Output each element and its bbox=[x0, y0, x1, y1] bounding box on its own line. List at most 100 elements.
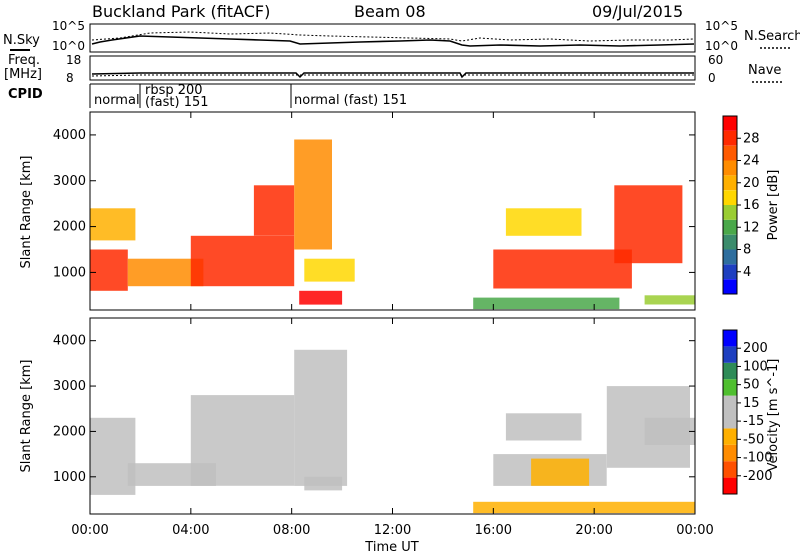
heatmap-region-1 bbox=[90, 208, 136, 241]
heatmap-region-0 bbox=[90, 249, 128, 291]
noise-panel: N.Sky 10^5 10^0 10^5 10^0 N.Search bbox=[3, 19, 800, 53]
heatmap-region-12 bbox=[644, 295, 695, 305]
colorbar-tick-label: -100 bbox=[743, 451, 773, 466]
colorbar-tick-label: -200 bbox=[743, 469, 773, 484]
heatmap-region-3 bbox=[294, 349, 348, 486]
cpid-panel: CPID normal rbsp 200 (fast) 151 normal (… bbox=[8, 83, 695, 110]
date-label: 09/Jul/2015 bbox=[592, 2, 683, 21]
freq-trace bbox=[91, 72, 694, 79]
colorbar-tick-label: 4 bbox=[743, 265, 751, 280]
x-tick-label: 00:00 bbox=[676, 523, 713, 538]
colorbar-block bbox=[723, 461, 737, 478]
nsky-tick-top: 10^5 bbox=[52, 19, 85, 33]
x-tick-label: 08:00 bbox=[273, 523, 310, 538]
velocity-colorbar-label: Velocity [m s^-1] bbox=[766, 359, 781, 472]
power-panel: 1000 2000 3000 4000 Slant Range [km] bbox=[19, 111, 696, 311]
colorbar-block bbox=[723, 145, 737, 161]
power-ylabel: Slant Range [km] bbox=[19, 156, 34, 269]
heatmap-region-9 bbox=[493, 249, 632, 289]
cpid-segment-fast: (fast) 151 bbox=[145, 95, 209, 110]
beam-label: Beam 08 bbox=[354, 2, 426, 21]
colorbar-block bbox=[723, 130, 737, 146]
cpid-segment-normal: normal bbox=[94, 93, 140, 108]
colorbar-block bbox=[723, 428, 737, 445]
heatmap-region-7 bbox=[531, 458, 590, 486]
heatmap-region-4 bbox=[253, 185, 295, 236]
x-tick-label: 00:00 bbox=[71, 523, 108, 538]
nave-tick-top: 60 bbox=[708, 53, 723, 67]
freq-panel-frame bbox=[89, 55, 696, 81]
colorbar-block bbox=[723, 234, 737, 250]
nsky-trace bbox=[91, 35, 695, 47]
nsearch-trace bbox=[91, 31, 695, 42]
chart-title: Buckland Park (fitACF) bbox=[92, 2, 270, 21]
y-tick-label: 3000 bbox=[53, 174, 86, 189]
colorbar-tick-label: 20 bbox=[743, 176, 760, 191]
colorbar-block bbox=[723, 219, 737, 235]
colorbar-tick-label: 50 bbox=[743, 378, 760, 393]
freq-label-line2: [MHz] bbox=[4, 67, 42, 82]
freq-tick-bottom: 8 bbox=[66, 71, 74, 85]
x-tick-label: 16:00 bbox=[475, 523, 512, 538]
x-tick-label: 04:00 bbox=[172, 523, 209, 538]
colorbar-tick-label: 200 bbox=[743, 341, 768, 356]
y-tick-label: 2000 bbox=[53, 424, 86, 439]
colorbar-block bbox=[723, 412, 737, 429]
heatmap-region-10 bbox=[505, 208, 582, 236]
velocity-ylabel: Slant Range [km] bbox=[19, 360, 34, 473]
velocity-heatmap bbox=[90, 349, 695, 514]
nsearch-tick-top: 10^5 bbox=[705, 19, 738, 33]
nsky-tick-bottom: 10^0 bbox=[52, 39, 85, 53]
colorbar-tick-label: 16 bbox=[743, 198, 760, 213]
power-y-ticks: 1000 2000 3000 4000 bbox=[53, 128, 695, 280]
heatmap-region-6 bbox=[299, 290, 343, 305]
colorbar-tick-label: 24 bbox=[743, 154, 760, 169]
y-tick-label: 1000 bbox=[53, 470, 86, 485]
power-heatmap bbox=[90, 139, 695, 310]
x-tick-label: 12:00 bbox=[374, 523, 411, 538]
colorbar-tick-label: 8 bbox=[743, 243, 751, 258]
colorbar-block bbox=[723, 279, 737, 294]
y-tick-label: 1000 bbox=[53, 265, 86, 280]
colorbar-block bbox=[723, 330, 737, 347]
colorbar-block bbox=[723, 205, 737, 220]
nsearch-label: N.Search bbox=[744, 29, 800, 44]
colorbar-block bbox=[723, 346, 737, 363]
colorbar-block bbox=[723, 249, 737, 265]
velocity-colorbar: -200 -100 -50 -15 15 50 100 200 Velocity [m s^-… bbox=[722, 329, 781, 495]
colorbar-block bbox=[723, 264, 737, 280]
heatmap-region-7 bbox=[304, 258, 355, 282]
y-tick-label: 4000 bbox=[53, 128, 86, 143]
velocity-panel: 1000 2000 3000 4000 Slant Range [km] bbox=[19, 317, 696, 515]
y-tick-label: 3000 bbox=[53, 379, 86, 394]
velocity-colorbar-frame bbox=[722, 329, 738, 495]
colorbar-block bbox=[723, 379, 737, 396]
nave-label: Nave bbox=[748, 63, 781, 78]
x-axis-label: Time UT bbox=[364, 540, 418, 554]
colorbar-block bbox=[723, 477, 737, 494]
heatmap-region-5 bbox=[294, 139, 332, 250]
freq-panel: Freq. [MHz] 18 8 60 0 Nave bbox=[4, 53, 782, 85]
velocity-colorbar-blocks bbox=[723, 330, 737, 494]
colorbar-tick-label: -50 bbox=[743, 432, 764, 447]
heatmap-region-2 bbox=[190, 395, 295, 486]
colorbar-block bbox=[723, 395, 737, 412]
nave-tick-bottom: 0 bbox=[708, 71, 716, 85]
heatmap-region-5 bbox=[473, 501, 695, 514]
velocity-colorbar-ticks: -200 -100 -50 -15 15 50 100 200 bbox=[737, 341, 773, 484]
heatmap-region-2 bbox=[127, 258, 204, 287]
nsearch-tick-bottom: 10^0 bbox=[705, 39, 738, 53]
cpid-segment-rbsp: rbsp 200 bbox=[145, 83, 203, 98]
noise-panel-frame bbox=[89, 23, 696, 53]
nsky-label: N.Sky bbox=[3, 33, 40, 48]
colorbar-tick-label: 28 bbox=[743, 131, 760, 146]
x-axis-ticks: 00:00 04:00 08:00 12:00 16:00 20:00 00:00 bbox=[71, 112, 714, 538]
colorbar-block bbox=[723, 362, 737, 380]
power-colorbar-blocks bbox=[723, 116, 737, 294]
velocity-y-ticks: 1000 2000 3000 4000 bbox=[53, 334, 695, 485]
heatmap-region-11 bbox=[614, 185, 683, 264]
colorbar-block bbox=[723, 116, 737, 131]
colorbar-tick-label: 12 bbox=[743, 220, 760, 235]
y-tick-label: 2000 bbox=[53, 220, 86, 235]
